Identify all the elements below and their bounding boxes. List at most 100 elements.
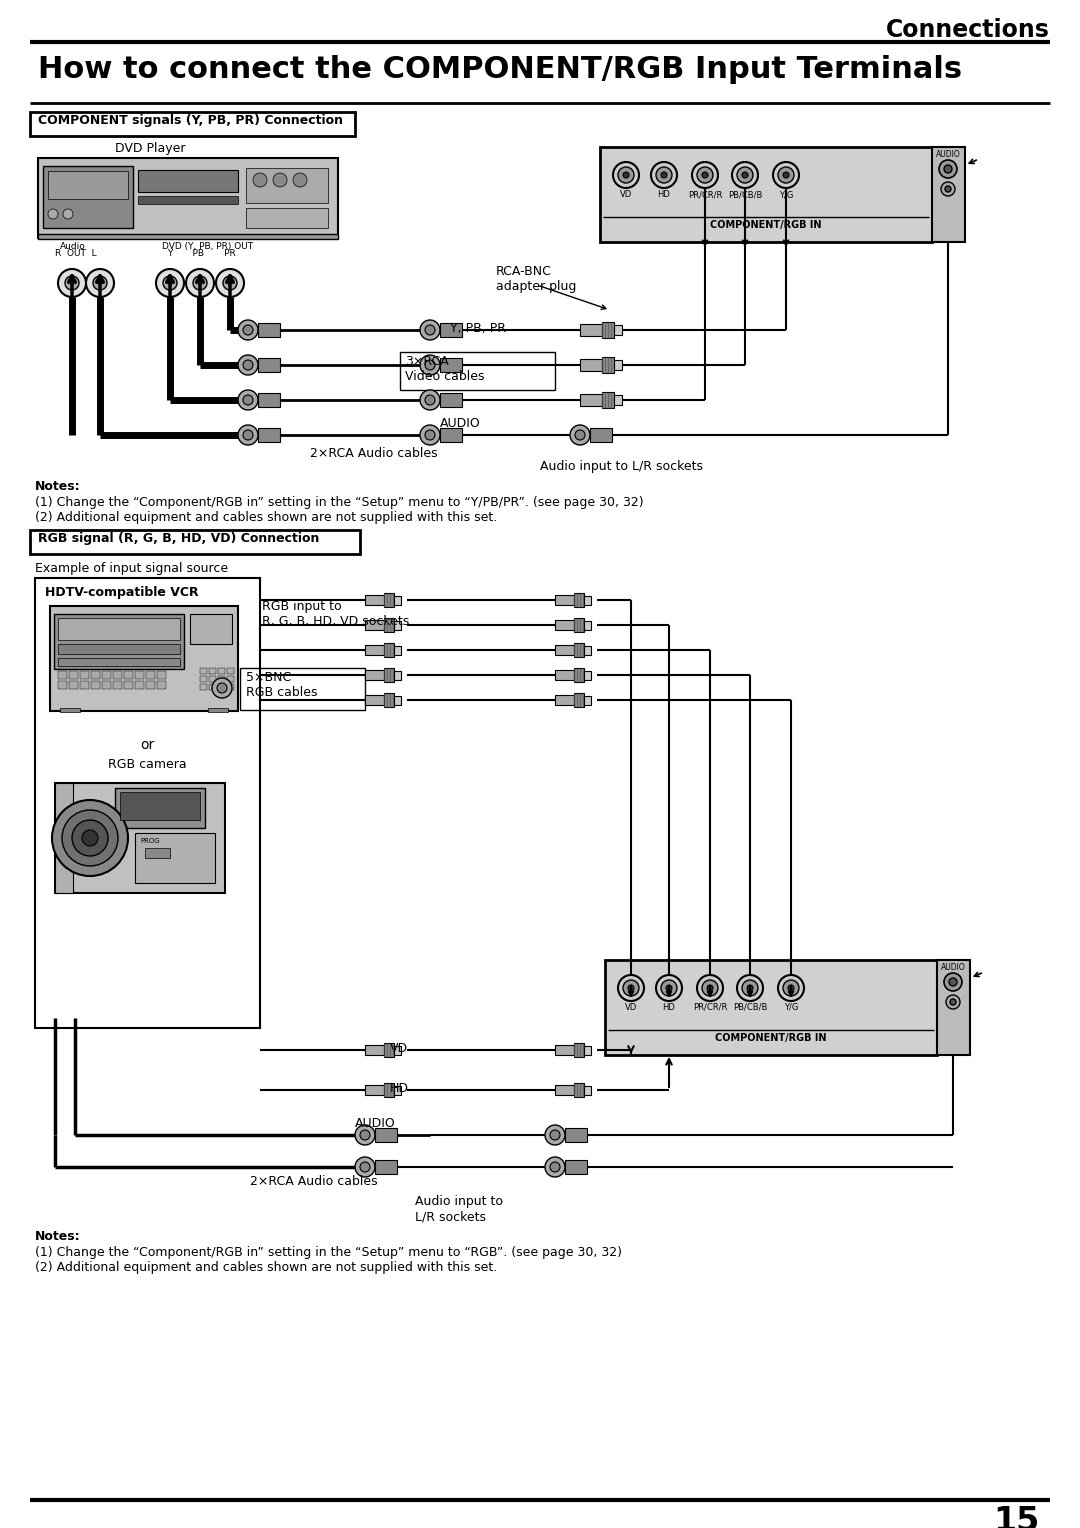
Text: 2×RCA Audio cables: 2×RCA Audio cables — [249, 1175, 378, 1187]
Circle shape — [238, 390, 258, 410]
Circle shape — [186, 269, 214, 296]
Circle shape — [661, 173, 667, 177]
Bar — [590, 428, 612, 442]
Bar — [30, 112, 355, 136]
Text: 3×RCA
Video cables: 3×RCA Video cables — [405, 354, 485, 384]
Text: 15: 15 — [994, 1505, 1040, 1528]
Bar — [602, 322, 615, 338]
Bar — [394, 596, 401, 605]
Text: AUDIO: AUDIO — [355, 1117, 395, 1131]
Bar — [573, 643, 584, 657]
Bar — [91, 681, 100, 689]
Circle shape — [747, 986, 753, 992]
Bar — [35, 578, 260, 1028]
Bar — [210, 675, 216, 681]
Text: (1) Change the “Component/RGB in” setting in the “Setup” menu to “RGB”. (see pag: (1) Change the “Component/RGB in” settin… — [35, 1245, 622, 1259]
Bar — [55, 782, 225, 892]
Bar — [394, 671, 401, 680]
Bar — [384, 1044, 394, 1057]
Bar — [80, 681, 89, 689]
Bar — [584, 620, 591, 630]
Bar — [246, 208, 328, 228]
Bar — [210, 668, 216, 674]
Text: PROG: PROG — [140, 837, 160, 843]
Bar — [584, 1086, 591, 1096]
Bar — [102, 671, 111, 678]
Text: VD: VD — [625, 1002, 637, 1012]
Circle shape — [623, 979, 639, 996]
Circle shape — [426, 396, 435, 405]
Bar — [384, 1083, 394, 1097]
Bar — [394, 1047, 401, 1054]
Circle shape — [168, 281, 172, 286]
Text: (2) Additional equipment and cables shown are not supplied with this set.: (2) Additional equipment and cables show… — [35, 510, 497, 524]
Bar — [365, 1045, 384, 1054]
Circle shape — [243, 325, 253, 335]
Bar — [218, 675, 225, 681]
Circle shape — [216, 269, 244, 296]
Circle shape — [198, 281, 202, 286]
Bar — [38, 157, 338, 238]
Bar — [200, 685, 207, 691]
Circle shape — [420, 425, 440, 445]
Circle shape — [355, 1157, 375, 1177]
Bar — [365, 594, 384, 605]
Circle shape — [58, 269, 86, 296]
Bar — [157, 671, 166, 678]
Text: Connections: Connections — [886, 18, 1050, 41]
Text: VD: VD — [620, 189, 632, 199]
Bar — [573, 694, 584, 707]
Circle shape — [86, 269, 114, 296]
Bar — [157, 681, 166, 689]
Bar — [602, 358, 615, 373]
Circle shape — [212, 678, 232, 698]
Bar — [384, 694, 394, 707]
Circle shape — [778, 975, 804, 1001]
Circle shape — [613, 162, 639, 188]
Bar — [384, 668, 394, 681]
Bar — [555, 594, 573, 605]
Circle shape — [575, 429, 585, 440]
Circle shape — [697, 167, 713, 183]
Circle shape — [98, 281, 102, 286]
Circle shape — [238, 319, 258, 341]
Bar — [200, 668, 207, 674]
Bar — [58, 659, 180, 666]
Bar — [584, 695, 591, 704]
Bar — [440, 393, 462, 406]
Bar — [91, 671, 100, 678]
Text: DVD Player: DVD Player — [114, 142, 186, 154]
Circle shape — [778, 167, 794, 183]
Bar — [394, 695, 401, 704]
Text: HD: HD — [658, 189, 671, 199]
Bar — [69, 671, 78, 678]
Circle shape — [651, 162, 677, 188]
Bar — [365, 695, 384, 704]
Bar — [138, 196, 238, 205]
Bar — [58, 643, 180, 654]
Circle shape — [420, 354, 440, 374]
Bar — [555, 620, 573, 630]
Circle shape — [293, 173, 307, 186]
Bar — [138, 170, 238, 193]
Bar — [246, 168, 328, 203]
Text: Audio input to L/R sockets: Audio input to L/R sockets — [540, 460, 703, 474]
Text: COMPONENT/RGB IN: COMPONENT/RGB IN — [715, 1033, 827, 1044]
Text: (2) Additional equipment and cables shown are not supplied with this set.: (2) Additional equipment and cables show… — [35, 1261, 497, 1274]
Bar — [573, 668, 584, 681]
Bar — [602, 393, 615, 408]
Text: HD: HD — [662, 1002, 675, 1012]
Circle shape — [420, 390, 440, 410]
Text: COMPONENT signals (Y, PB, PR) Connection: COMPONENT signals (Y, PB, PR) Connection — [38, 115, 343, 127]
Bar — [584, 1047, 591, 1054]
Bar — [124, 671, 133, 678]
Circle shape — [788, 986, 794, 992]
Bar — [384, 593, 394, 607]
Bar — [30, 530, 360, 555]
Bar — [54, 614, 184, 669]
Bar — [580, 324, 602, 336]
Circle shape — [52, 801, 129, 876]
Bar — [384, 643, 394, 657]
Text: PR/CR/R: PR/CR/R — [688, 189, 723, 199]
Bar — [573, 1044, 584, 1057]
